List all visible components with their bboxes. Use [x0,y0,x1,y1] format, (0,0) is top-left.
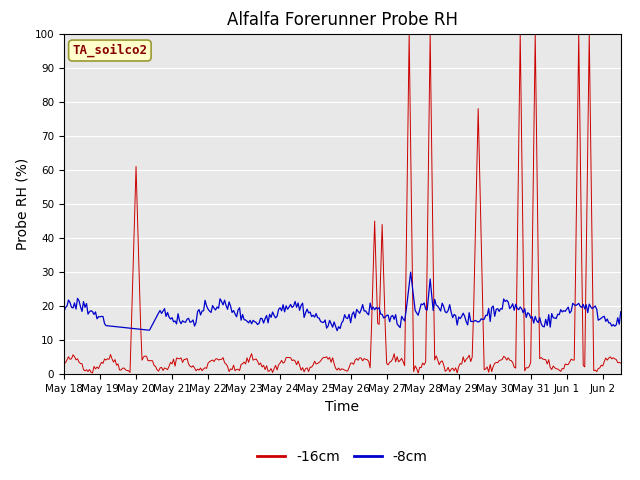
-8cm [407,269,415,275]
-8cm [634,307,640,313]
-8cm [333,328,341,334]
-8cm [473,318,481,324]
-8cm [60,309,68,314]
-16cm [414,370,422,376]
-16cm [356,355,364,360]
-16cm [635,362,640,368]
-8cm [635,300,640,306]
Y-axis label: Probe RH (%): Probe RH (%) [15,158,29,250]
-8cm [558,309,566,315]
Line: -8cm: -8cm [64,272,639,331]
-16cm [558,366,566,372]
Text: TA_soilco2: TA_soilco2 [72,44,147,57]
X-axis label: Time: Time [325,400,360,414]
-16cm [405,31,413,36]
Title: Alfalfa Forerunner Probe RH: Alfalfa Forerunner Probe RH [227,11,458,29]
-8cm [79,299,87,304]
-16cm [634,367,640,373]
-16cm [473,172,481,178]
-8cm [98,313,106,319]
-16cm [98,360,106,365]
-8cm [357,307,365,312]
Line: -16cm: -16cm [64,34,639,373]
Legend: -16cm, -8cm: -16cm, -8cm [252,444,433,470]
-16cm [79,367,87,372]
-16cm [60,360,68,366]
